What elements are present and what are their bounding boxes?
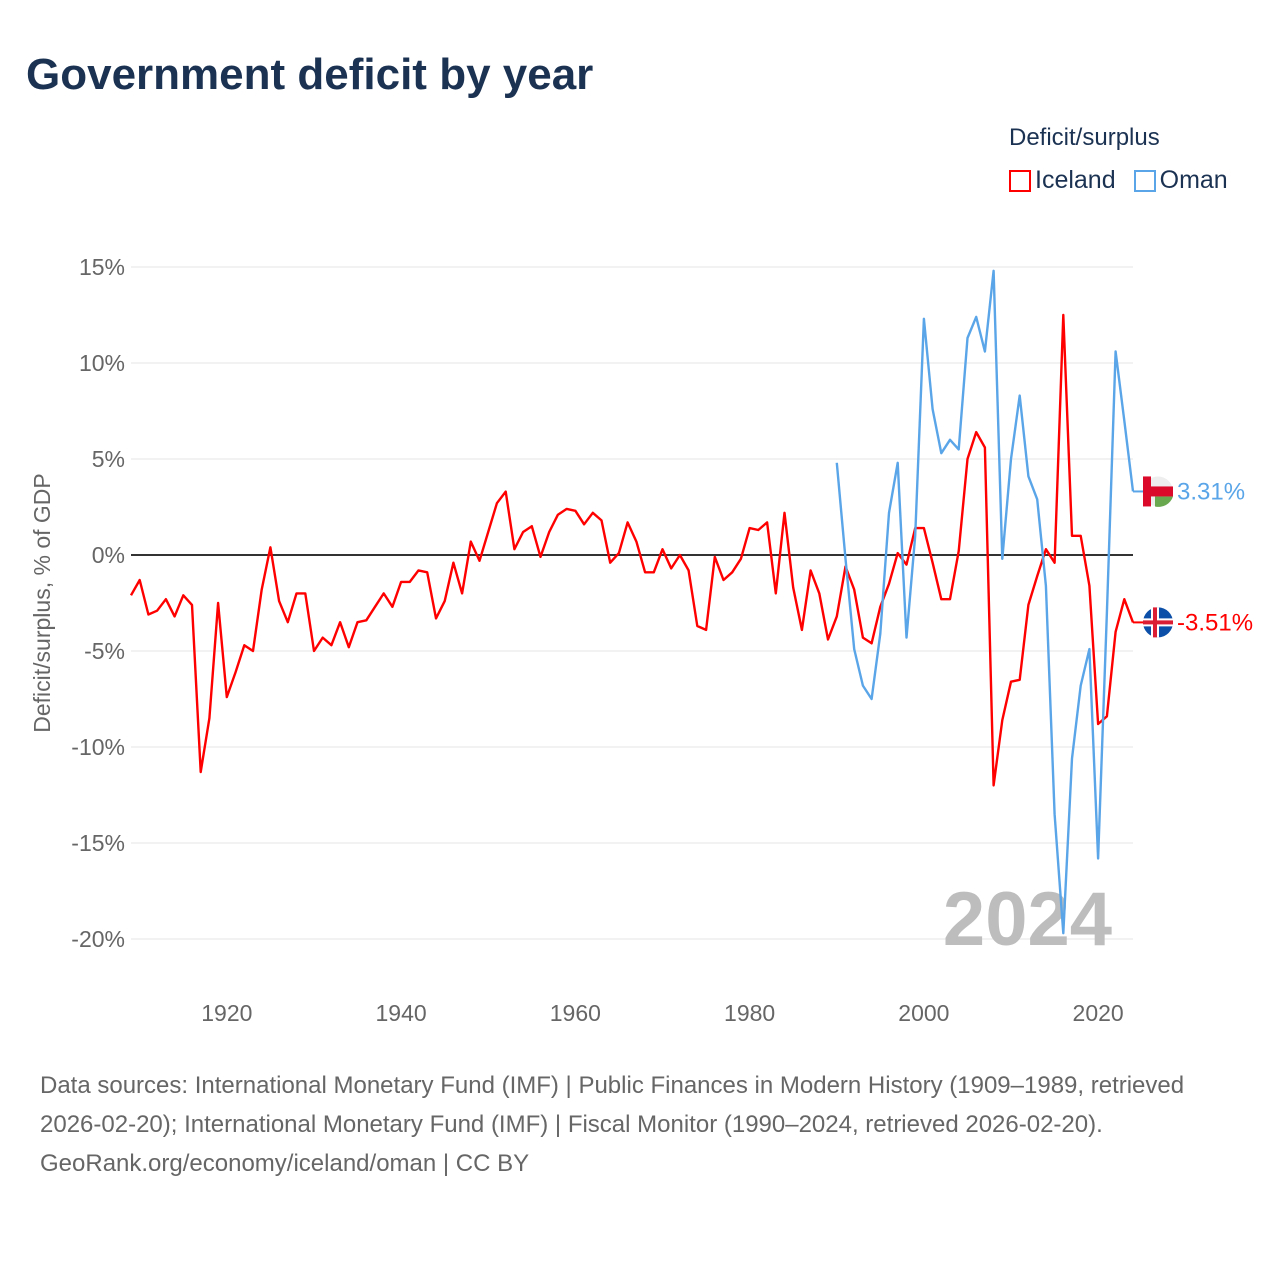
y-tick-label: 5% xyxy=(92,446,125,472)
x-tick-label: 1980 xyxy=(724,1000,775,1026)
y-tick-label: -10% xyxy=(71,734,125,760)
oman-flag-band xyxy=(1143,476,1151,507)
legend-label-iceland: Iceland xyxy=(1035,166,1116,194)
iceland-flag-red-v xyxy=(1153,607,1157,638)
oman-flag-green xyxy=(1155,496,1173,507)
data-sources: Data sources: International Monetary Fun… xyxy=(40,1072,1185,1138)
legend-item-iceland[interactable]: Iceland xyxy=(1009,166,1116,195)
y-tick-label: 0% xyxy=(92,542,125,568)
y-tick-label: -5% xyxy=(84,638,125,664)
legend: Iceland Oman xyxy=(1009,166,1228,195)
credit-link[interactable]: GeoRank.org/economy/iceland/oman | CC BY xyxy=(40,1150,530,1177)
end-value-label-iceland: -3.51% xyxy=(1177,609,1253,636)
legend-swatch-iceland xyxy=(1009,169,1031,192)
oman-flag-stripe xyxy=(1143,486,1173,497)
end-value-label-oman: 3.31% xyxy=(1177,478,1245,505)
line-chart: 15% 10% 5% 0% -5% -10% -15% -20% 1920 1940 1960 198… xyxy=(29,254,1253,1026)
page-title: Government deficit by year xyxy=(26,50,594,99)
x-tick-label: 2020 xyxy=(1073,1000,1124,1026)
y-tick-label: -20% xyxy=(71,926,125,952)
legend-swatch-oman xyxy=(1133,169,1156,192)
y-tick-label: -15% xyxy=(71,830,125,856)
series-line-iceland xyxy=(129,313,1135,787)
x-tick-label: 1960 xyxy=(550,1000,601,1026)
legend-title: Deficit/surplus xyxy=(1009,124,1160,151)
year-watermark: 2024 xyxy=(943,877,1112,962)
legend-label-oman: Oman xyxy=(1159,166,1228,194)
y-axis-label: Deficit/surplus, % of GDP xyxy=(29,473,55,732)
y-tick-label: 10% xyxy=(79,350,125,376)
footer: Data sources: International Monetary Fun… xyxy=(40,1066,1240,1183)
legend-item-oman[interactable]: Oman xyxy=(1133,166,1228,195)
x-tick-label: 1920 xyxy=(201,1000,252,1026)
series-line-oman xyxy=(835,269,1135,935)
x-tick-label: 1940 xyxy=(376,1000,427,1026)
iceland-flag-red-h xyxy=(1143,620,1173,625)
y-tick-label: 15% xyxy=(79,254,125,280)
x-tick-label: 2000 xyxy=(898,1000,949,1026)
